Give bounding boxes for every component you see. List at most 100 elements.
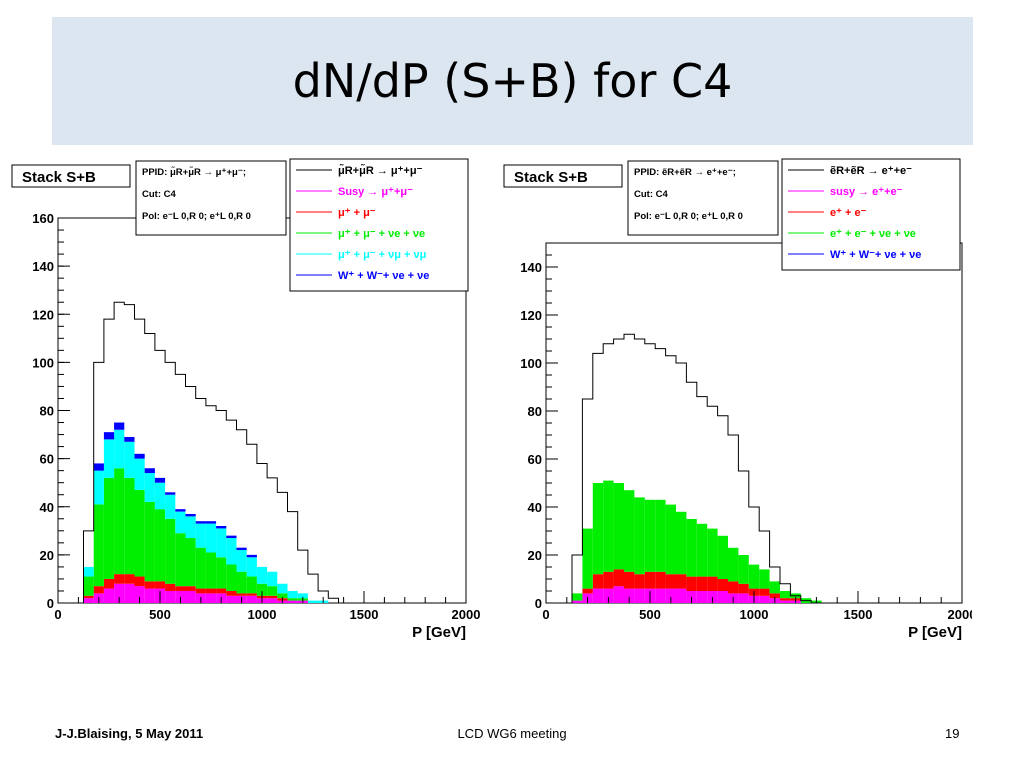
- stack-bin: [267, 571, 278, 587]
- stack-bin: [676, 588, 687, 603]
- stack-bin: [103, 588, 115, 603]
- stack-bin: [665, 574, 676, 589]
- x-axis-label: P [GeV]: [412, 624, 466, 641]
- legend-label: ẽR+ẽR → e⁺+e⁻: [830, 165, 912, 177]
- stack-bin: [165, 518, 176, 584]
- x-tick-label: 1500: [844, 607, 873, 622]
- legend-label: μ⁺ + μ⁻: [338, 207, 376, 219]
- stack-bin: [267, 595, 278, 599]
- stack-bin: [717, 579, 728, 591]
- stack-bin: [175, 590, 186, 603]
- stack-bin: [707, 576, 718, 591]
- stack-bin: [226, 564, 237, 591]
- stack-bin: [124, 574, 135, 584]
- stack-bin: [644, 571, 656, 589]
- stack-bin: [256, 583, 268, 596]
- stack-bin: [154, 581, 166, 589]
- stack-bin: [246, 557, 257, 577]
- stack-bin: [83, 598, 94, 603]
- legend-label: W⁺ + W⁻+ νe + νe: [830, 249, 921, 261]
- stack-bin: [205, 593, 217, 603]
- x-tick-label: 500: [149, 607, 171, 622]
- stack-bin: [195, 521, 206, 524]
- y-tick-label: 160: [32, 211, 54, 226]
- stack-bin: [707, 528, 718, 577]
- stack-bin: [287, 590, 298, 599]
- series-4: [83, 429, 329, 603]
- stack-bin: [83, 566, 94, 577]
- stack-bin: [114, 422, 125, 430]
- stack-bin: [686, 576, 697, 591]
- stack-bin: [103, 578, 115, 589]
- x-axis-label: P [GeV]: [908, 624, 962, 641]
- stack-bin: [216, 528, 227, 558]
- stack-bin: [134, 576, 145, 587]
- stack-bin: [175, 509, 186, 512]
- stack-bin: [114, 468, 125, 575]
- stack-bin: [572, 593, 583, 601]
- x-tick-label: 1500: [350, 607, 379, 622]
- title-band: dN/dP (S+B) for C4: [52, 17, 973, 145]
- stack-bin: [246, 593, 257, 596]
- stack-bin: [205, 588, 217, 594]
- stack-bin: [738, 583, 749, 594]
- stack-bin: [154, 482, 166, 510]
- stack-bin: [780, 591, 791, 599]
- info-line: PPID: ẽR+ẽR → e⁺+e⁻;: [634, 167, 736, 178]
- y-tick-label: 60: [528, 452, 542, 467]
- stack-bin: [216, 588, 227, 594]
- stack-bin: [728, 581, 739, 594]
- stack-bin: [236, 571, 247, 594]
- stack-bin: [738, 555, 749, 584]
- x-tick-label: 1000: [248, 607, 277, 622]
- stack-bin: [124, 436, 135, 442]
- y-tick-label: 100: [520, 356, 542, 371]
- stack-bin: [572, 600, 583, 603]
- x-tick-label: 1000: [740, 607, 769, 622]
- stack-bin: [686, 519, 697, 577]
- total-outline: [83, 301, 349, 604]
- stack-bin: [114, 429, 125, 469]
- y-tick-label: 100: [32, 355, 54, 370]
- stack-bin: [603, 480, 614, 572]
- stack-bin: [246, 595, 257, 603]
- stack-bin: [603, 571, 614, 589]
- y-tick-label: 80: [40, 404, 54, 419]
- stack-bin: [676, 574, 687, 589]
- stack-bin: [582, 528, 593, 589]
- legend-box: [781, 158, 961, 271]
- stack-bin: [175, 586, 186, 591]
- y-tick-label: 140: [32, 259, 54, 274]
- y-tick-label: 120: [520, 308, 542, 323]
- stack-bin: [582, 588, 593, 594]
- stack-bin: [175, 511, 186, 534]
- stack-bin: [277, 593, 288, 599]
- stack-bin: [256, 566, 268, 584]
- series-2: [582, 569, 801, 601]
- stack-bin: [287, 598, 298, 601]
- stack-bin: [603, 588, 614, 603]
- stack-bin: [592, 588, 604, 603]
- info-line: Cut: C4: [142, 189, 176, 200]
- footer-page-number: 19: [945, 726, 960, 741]
- stack-bin: [195, 547, 206, 589]
- stack-bin: [738, 593, 749, 603]
- footer-author: J-J.Blaising, 5 May 2011: [55, 726, 204, 741]
- stack-bin: [103, 439, 115, 478]
- stack-bin: [236, 593, 247, 596]
- stack-bin: [665, 588, 676, 603]
- stack-bin: [205, 523, 217, 553]
- stack-bin: [624, 571, 635, 589]
- stack-bin: [134, 453, 145, 459]
- stack-bin: [728, 547, 739, 582]
- stack-bin: [185, 516, 196, 539]
- stack-bin: [216, 526, 227, 529]
- x-tick-label: 0: [542, 607, 549, 622]
- stack-bin: [144, 588, 155, 603]
- histogram-muon: 0 500 1000 1500 2000 0 20 40 60 80 100 120 140 160 P […: [11, 158, 480, 641]
- title-box: [503, 164, 623, 188]
- stack-bin: [144, 473, 155, 502]
- y-tick-label: 0: [535, 596, 542, 611]
- stack-bin: [93, 463, 104, 471]
- x-tick-label: 0: [54, 607, 61, 622]
